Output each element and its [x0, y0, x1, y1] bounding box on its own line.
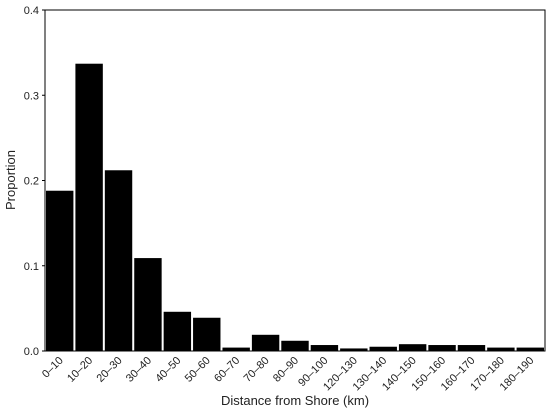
- x-tick-label: 30–40: [124, 355, 154, 385]
- bar: [516, 347, 544, 351]
- x-tick-label: 40–50: [153, 355, 183, 385]
- bar: [281, 340, 309, 351]
- bar: [310, 345, 339, 351]
- x-tick-label: 0–10: [40, 355, 66, 381]
- x-tick-label: 50–60: [183, 355, 213, 385]
- bar: [398, 344, 427, 351]
- bar: [487, 347, 515, 351]
- y-tick-label: 0.1: [24, 261, 39, 273]
- x-axis-label: Distance from Shore (km): [221, 393, 369, 408]
- x-tick-label: 20–30: [95, 355, 125, 385]
- bar: [46, 190, 74, 351]
- bar: [75, 63, 103, 352]
- y-tick-label: 0.4: [24, 5, 39, 17]
- x-tick-label: 10–20: [65, 355, 95, 385]
- bar: [222, 347, 250, 351]
- y-axis-label: Proportion: [3, 150, 18, 210]
- bar: [193, 317, 221, 351]
- y-tick-label: 0.0: [24, 346, 39, 358]
- bar: [104, 170, 133, 351]
- y-tick-label: 0.3: [24, 90, 39, 102]
- bar: [369, 346, 397, 351]
- y-tick-label: 0.2: [24, 176, 39, 188]
- bar: [251, 334, 280, 351]
- bar: [340, 348, 368, 351]
- bar: [134, 258, 162, 351]
- bar: [457, 345, 486, 351]
- bar: [428, 345, 456, 351]
- x-tick-label: 70–80: [242, 355, 272, 385]
- x-tick-label: 60–70: [212, 355, 242, 385]
- bar: [163, 311, 192, 351]
